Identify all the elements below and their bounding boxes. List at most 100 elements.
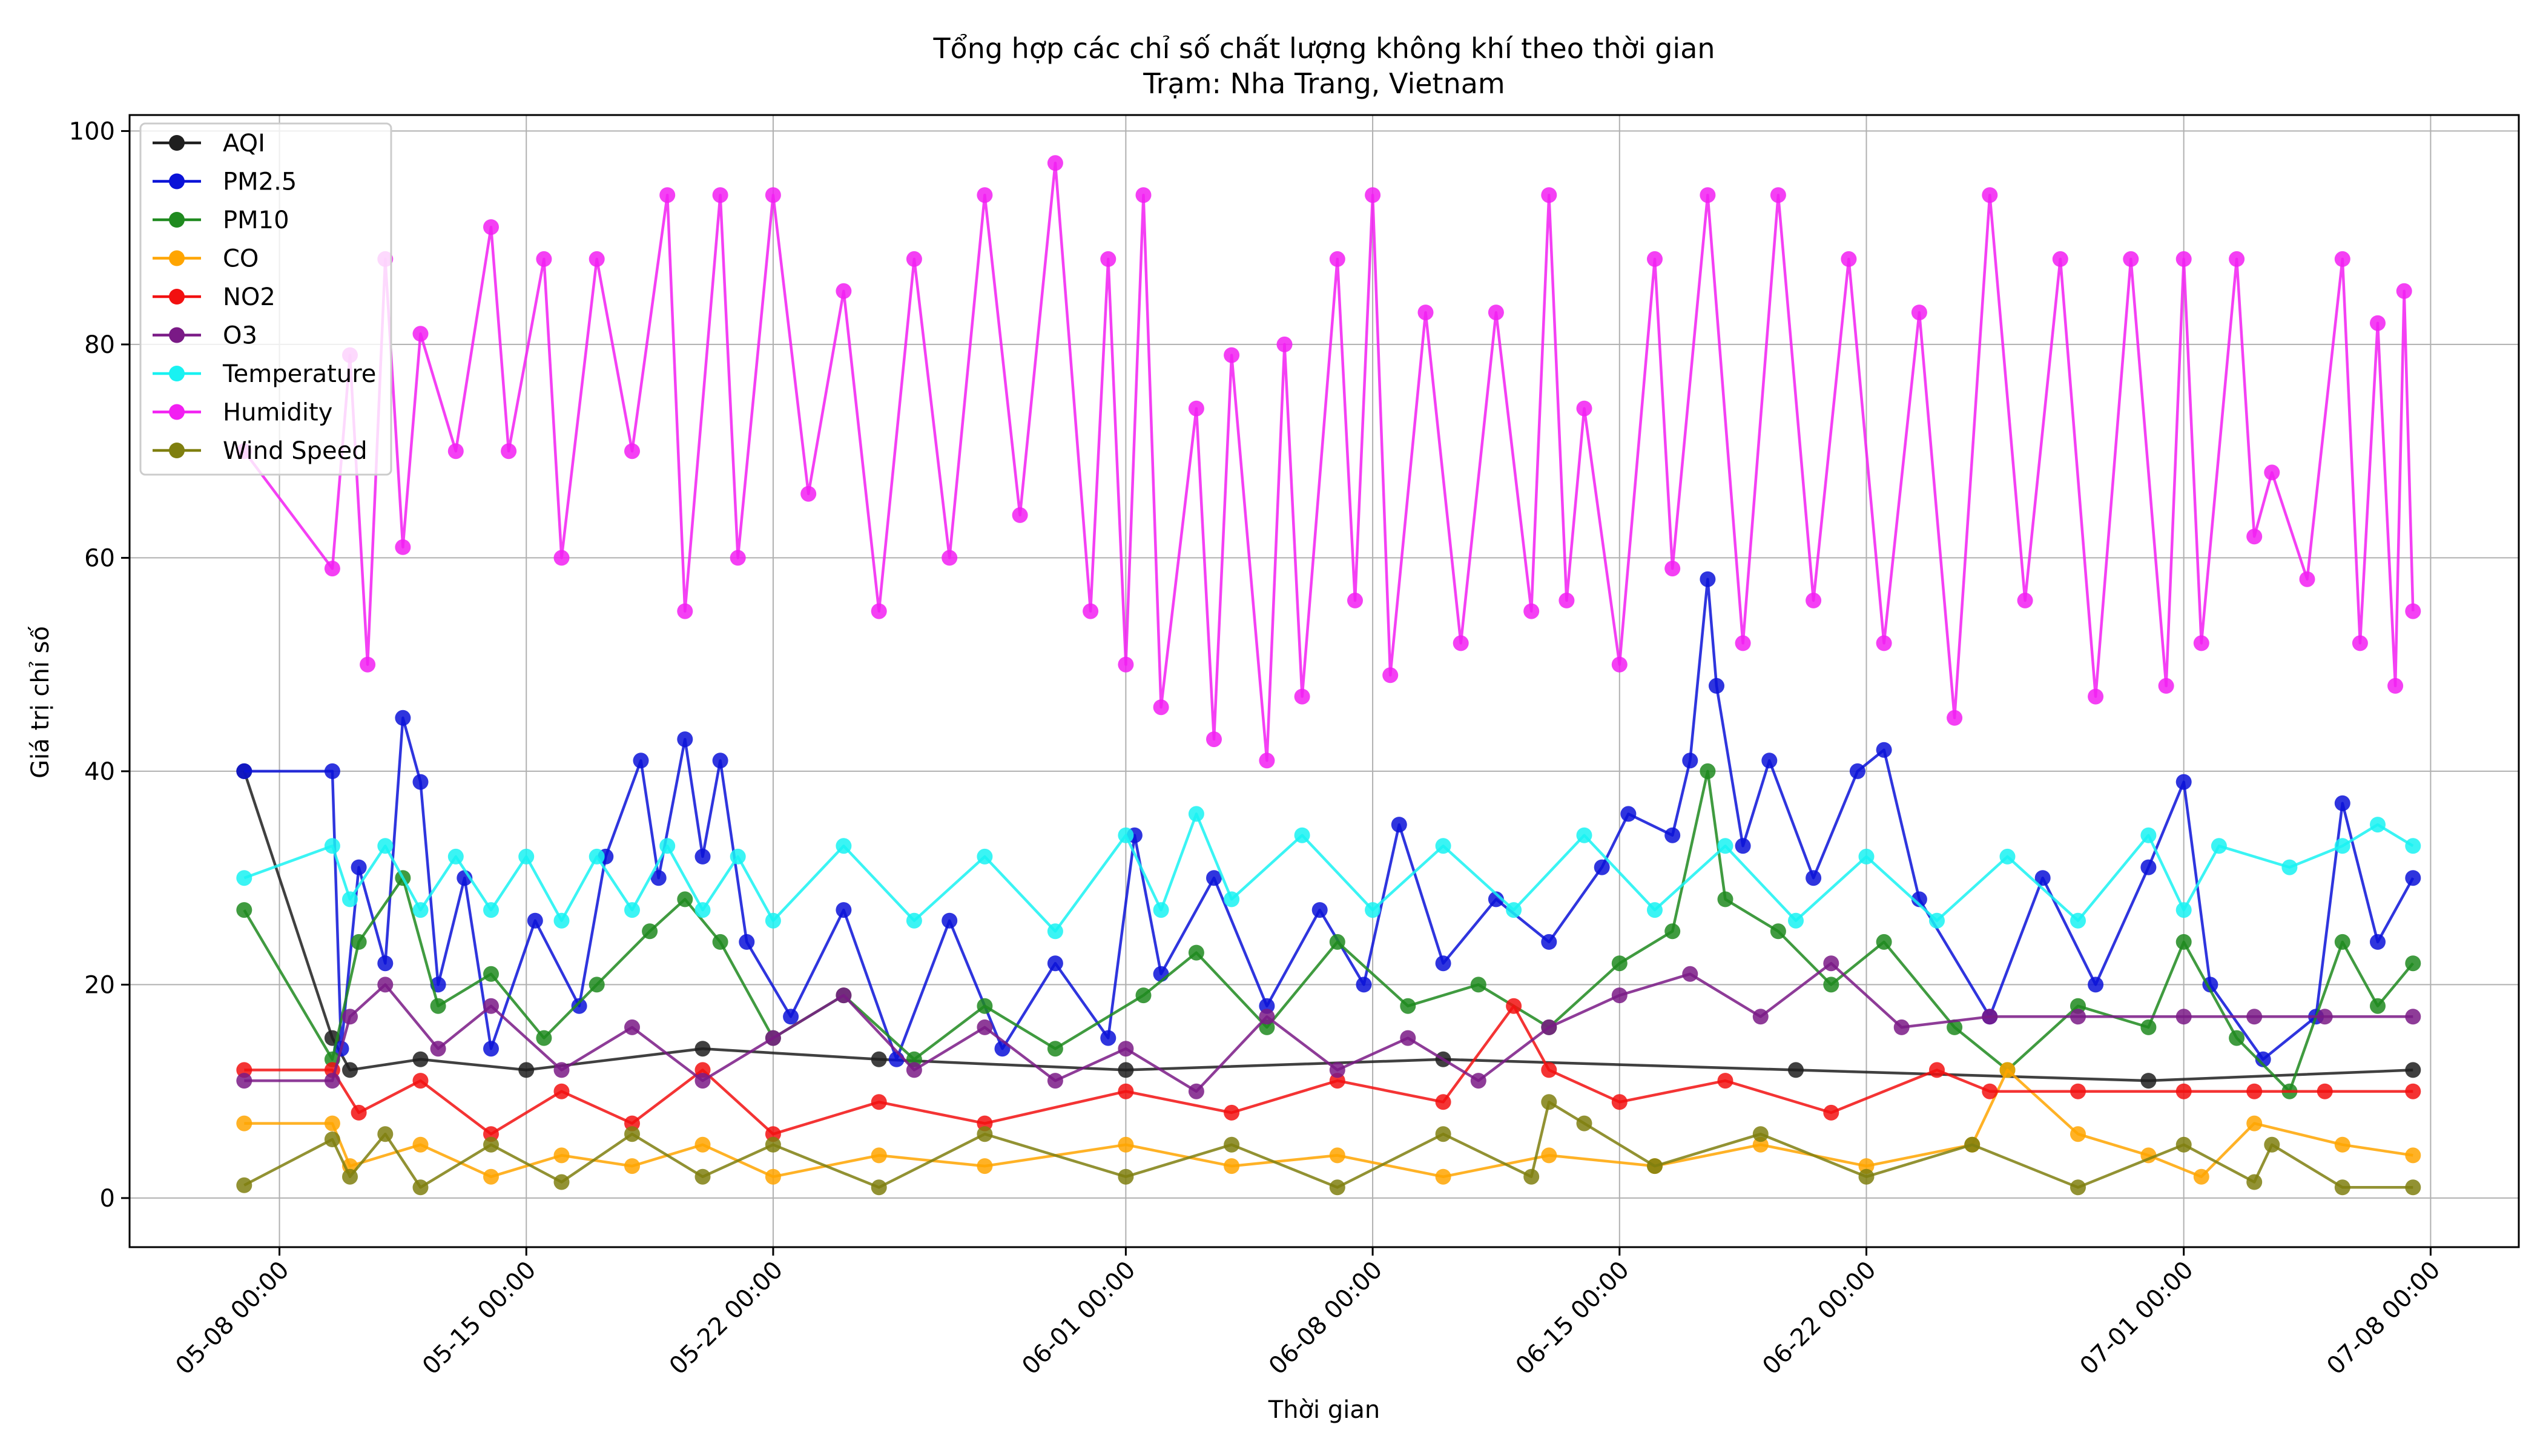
data-point-wind-speed: [1576, 1115, 1592, 1132]
chart-title: Tổng hợp các chỉ số chất lượng không khí…: [932, 32, 1715, 65]
data-point-pm2-5: [2255, 1051, 2271, 1067]
data-point-pm2-5: [712, 753, 728, 769]
data-point-temperature: [2175, 902, 2192, 918]
data-point-wind-speed: [1329, 1179, 1345, 1196]
data-point-pm10: [1188, 944, 1204, 961]
legend-label: PM2.5: [223, 168, 297, 196]
data-point-temperature: [2211, 838, 2227, 854]
legend-swatch-marker: [169, 212, 185, 228]
data-point-pm2-5: [650, 870, 667, 886]
data-point-co: [1329, 1147, 1345, 1164]
data-point-co: [2246, 1115, 2263, 1132]
legend-box: [139, 122, 392, 476]
data-point-humidity: [2229, 251, 2245, 267]
data-point-temperature: [2405, 838, 2421, 854]
data-point-pm10: [236, 902, 252, 918]
data-point-humidity: [871, 603, 887, 619]
data-point-humidity: [1541, 187, 1557, 203]
data-point-pm10: [2405, 955, 2421, 972]
data-point-wind-speed: [2070, 1179, 2086, 1196]
data-point-pm2-5: [1206, 870, 1222, 886]
data-point-humidity: [1153, 699, 1169, 716]
data-point-o3: [906, 1062, 922, 1078]
data-point-temperature: [1047, 923, 1063, 940]
data-point-humidity: [1188, 400, 1204, 417]
data-point-co: [236, 1115, 252, 1132]
data-point-wind-speed: [412, 1179, 429, 1196]
data-point-pm2-5: [412, 774, 429, 790]
data-point-pm10: [351, 934, 367, 950]
data-point-co: [871, 1147, 887, 1164]
data-point-humidity: [730, 550, 746, 566]
y-tick-label: 80: [84, 331, 115, 359]
data-point-humidity: [1135, 187, 1152, 203]
legend-swatch-marker: [169, 173, 185, 189]
legend-label: Temperature: [222, 360, 376, 388]
data-point-pm2-5: [2034, 870, 2051, 886]
data-point-humidity: [1876, 635, 1892, 651]
data-point-o3: [2175, 1009, 2192, 1025]
data-point-o3: [1259, 1009, 1275, 1025]
plot-frame: [128, 114, 2520, 1248]
data-point-pm10: [977, 998, 993, 1014]
legend-item-no2: NO2: [153, 283, 275, 311]
data-point-aqi: [1788, 1062, 1804, 1078]
legend-item-aqi: AQI: [153, 130, 265, 157]
plot-area: [236, 155, 2421, 1196]
data-point-pm2-5: [2405, 870, 2421, 886]
data-point-pm10: [1047, 1041, 1063, 1057]
data-point-pm2-5: [1709, 677, 1724, 694]
data-point-co: [624, 1158, 640, 1174]
data-point-aqi: [694, 1041, 711, 1057]
data-point-humidity: [1100, 251, 1116, 267]
data-point-no2: [1929, 1062, 1945, 1078]
data-point-pm2-5: [1541, 934, 1557, 950]
data-point-wind-speed: [483, 1136, 499, 1153]
data-point-humidity: [2299, 571, 2315, 587]
legend-label: NO2: [223, 283, 275, 311]
data-point-pm2-5: [1391, 817, 1407, 833]
data-point-temperature: [1153, 902, 1169, 918]
x-axis-label: Thời gian: [1268, 1396, 1380, 1424]
data-point-no2: [1118, 1083, 1134, 1099]
data-point-humidity: [2017, 592, 2033, 608]
data-point-o3: [1047, 1073, 1063, 1089]
data-point-no2: [553, 1083, 570, 1099]
data-point-pm2-5: [2175, 774, 2192, 790]
data-point-humidity: [2387, 677, 2404, 694]
data-point-o3: [1400, 1030, 1416, 1046]
data-point-no2: [871, 1094, 887, 1110]
data-point-pm2-5: [1806, 870, 1822, 886]
data-point-humidity: [501, 443, 517, 460]
data-point-wind-speed: [2246, 1174, 2263, 1190]
data-point-pm10: [1135, 987, 1152, 1004]
data-point-humidity: [447, 443, 464, 460]
data-point-o3: [1893, 1019, 1910, 1035]
data-point-pm2-5: [2140, 859, 2157, 875]
data-point-wind-speed: [2175, 1136, 2192, 1153]
data-point-temperature: [447, 848, 464, 865]
data-point-temperature: [1365, 902, 1381, 918]
data-point-co: [977, 1158, 993, 1174]
data-point-humidity: [2396, 283, 2412, 299]
data-point-co: [1541, 1147, 1557, 1164]
data-point-pm2-5: [1311, 902, 1328, 918]
data-point-no2: [1224, 1104, 1240, 1121]
data-point-aqi: [871, 1051, 887, 1067]
data-point-no2: [1717, 1073, 1733, 1089]
data-point-co: [1118, 1136, 1134, 1153]
data-point-pm2-5: [1620, 806, 1637, 822]
data-point-pm10: [642, 923, 658, 940]
data-point-humidity: [2123, 251, 2139, 267]
data-point-humidity: [800, 486, 817, 502]
data-point-pm2-5: [694, 848, 711, 865]
data-point-temperature: [589, 848, 605, 865]
data-point-temperature: [2334, 838, 2350, 854]
data-point-o3: [342, 1009, 358, 1025]
data-point-co: [2070, 1126, 2086, 1142]
data-point-temperature: [2140, 827, 2157, 843]
data-point-humidity: [2246, 529, 2263, 545]
data-point-pm10: [1664, 923, 1681, 940]
data-point-no2: [2175, 1083, 2192, 1099]
